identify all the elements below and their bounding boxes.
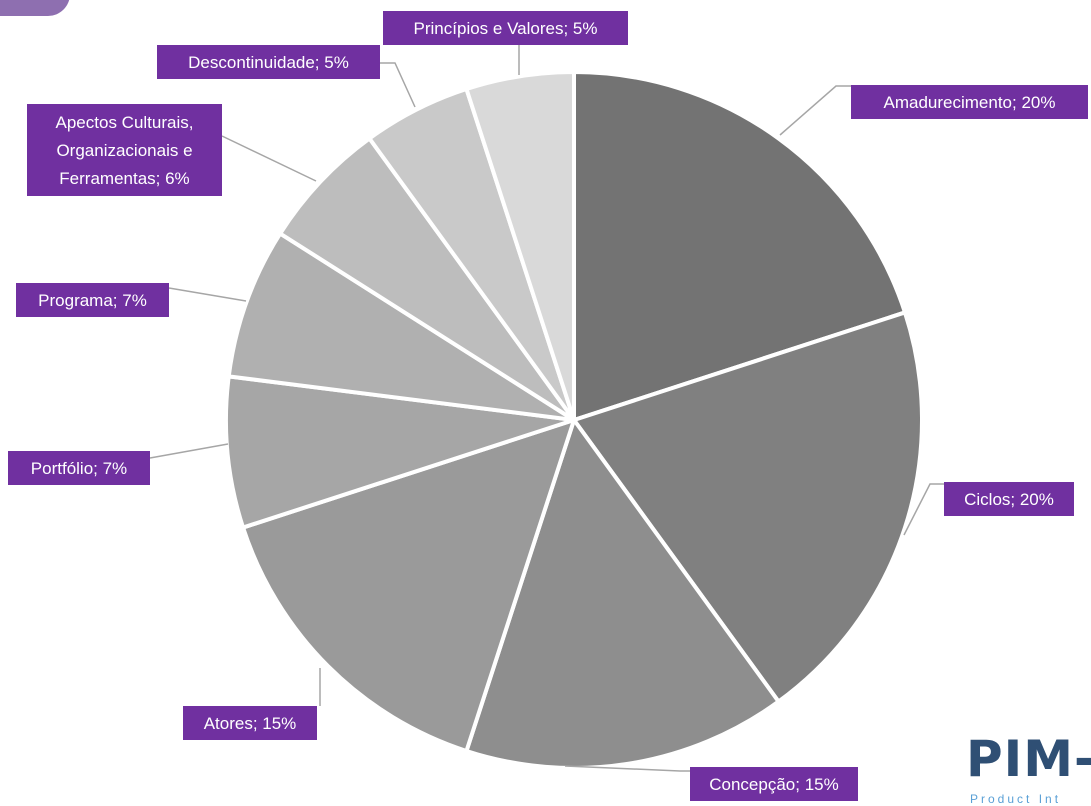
slice-label-0: Amadurecimento; 20% [851, 85, 1088, 119]
slice-label-1: Ciclos; 20% [944, 482, 1074, 516]
slice-label-7: Descontinuidade; 5% [157, 45, 380, 79]
slice-label-4: Portfólio; 7% [8, 451, 150, 485]
slice-label-text-2: Concepção; 15% [709, 775, 838, 794]
pie-slice-2 [464, 418, 781, 770]
slice-label-5: Programa; 7% [16, 283, 169, 317]
pie-slice-4 [224, 374, 576, 530]
leader-line-4 [149, 443, 229, 459]
leader-line-5 [168, 287, 247, 302]
slice-label-box-2 [690, 767, 858, 801]
pie-slices [224, 70, 924, 770]
leader-line-6 [221, 135, 317, 182]
pim-logo: PIM- [966, 730, 1091, 788]
slice-label-text-8: Princípios e Valores; 5% [414, 19, 598, 38]
slice-label-text-3: Atores; 15% [204, 714, 297, 733]
corner-tab-decoration [0, 0, 70, 16]
pie-slice-5 [226, 231, 576, 422]
pie-slice-8 [464, 70, 576, 422]
slice-label-box-3 [183, 706, 317, 740]
slice-label-box-7 [157, 45, 380, 79]
pie-slice-0 [572, 70, 907, 422]
slice-label-text-4: Portfólio; 7% [31, 459, 127, 478]
pim-logo-subtext: Product Int [970, 792, 1062, 806]
slice-label-box-6 [27, 104, 222, 196]
leader-line-2 [564, 765, 690, 772]
slice-label-box-1 [944, 482, 1074, 516]
slice-labels: Amadurecimento; 20% Ciclos; 20% Concepção;… [8, 11, 1088, 801]
pie-slice-6 [278, 136, 576, 422]
slice-label-text-1: Ciclos; 20% [964, 490, 1054, 509]
slice-label-box-4 [8, 451, 150, 485]
slice-label-box-5 [16, 283, 169, 317]
slice-label-8: Princípios e Valores; 5% [383, 11, 628, 45]
slice-label-box-8 [383, 11, 628, 45]
slice-label-3: Atores; 15% [183, 706, 317, 740]
slice-label-box-0 [851, 85, 1088, 119]
leader-line-7 [380, 62, 416, 108]
slice-label-2: Concepção; 15% [690, 767, 858, 801]
leader-line-1 [903, 483, 944, 536]
pie-slice-1 [572, 310, 924, 704]
slice-label-text-5: Programa; 7% [38, 291, 147, 310]
slice-label-text-0: Amadurecimento; 20% [884, 93, 1056, 112]
leader-line-0 [779, 85, 851, 136]
slice-label-text-6: Apectos Culturais, Organizacionais e Ferra… [56, 113, 194, 188]
slice-label-6: Apectos Culturais, Organizacionais e Ferra… [27, 104, 222, 196]
leader-lines [149, 45, 944, 772]
slice-label-text-7: Descontinuidade; 5% [188, 53, 349, 72]
